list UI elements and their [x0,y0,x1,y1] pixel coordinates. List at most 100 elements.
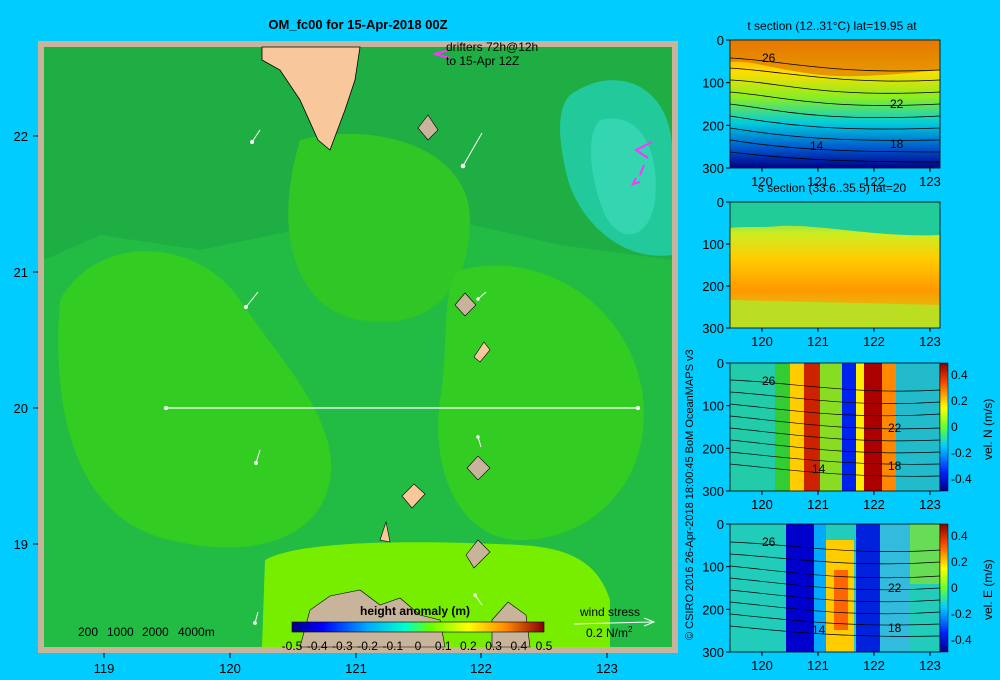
vel-colorbar-tick: 0 [951,420,958,434]
contour-label: 18 [890,137,904,151]
salinity-fresh-top [730,202,940,236]
contour-label: 18 [888,621,902,635]
vel-colorbar-tick: 0.4 [951,368,968,382]
panel-vel-north: 26 22 14 18 [729,362,949,492]
panel-depth-tick: 200 [702,602,724,617]
drifter-tracks [433,49,653,186]
land-taiwan [261,46,361,151]
land-luzon [299,589,446,648]
wind-stress-label: wind stress [579,605,640,619]
panel-frame [729,39,941,169]
panel-depth-tick: 300 [702,645,724,660]
vel-north-band [730,363,775,491]
vel-east-band [856,524,880,652]
vel-east-colorbar [939,523,949,653]
contour-label: 14 [812,462,826,476]
contour-label: 18 [888,459,902,473]
panel-lon-tick: 120 [751,174,773,189]
vel-colorbar-tick: 0.4 [951,529,968,543]
panel-lon-tick: 122 [863,658,885,673]
vel-north-band [842,363,856,491]
panel-vel-east: 26 22 14 18 [729,523,949,653]
panel-t-title: t section (12..31°C) lat=19.95 at [747,19,917,33]
vel-north-band [896,363,940,491]
vel-north-band [820,363,842,491]
panel-frame [729,201,941,329]
vel-colorbar-tick: -0.4 [951,633,972,647]
bathy-contour-2000: 2000 [142,625,169,639]
colorbar-tick: -0.1 [382,639,403,653]
colorbar-tick: 0.4 [510,639,527,653]
colorbar-tick: -0.5 [282,639,303,653]
salinity-deep [730,300,940,328]
vel-north-band [790,363,804,491]
section-panels: t section (12..31°C) lat=19.95 at s sect… [729,19,995,653]
vel-east-band [786,524,814,652]
colorbar-tick: 0.5 [536,639,553,653]
panel-lon-tick: 120 [751,658,773,673]
contour-label: 26 [762,535,776,549]
panel-depth-tick: 0 [717,356,724,371]
panel-axis-ticks: 0 100 200 300 120 121 122 123 0 100 200 300 120 121 12… [702,33,972,673]
vel-north-band [804,363,820,491]
panel-lon-tick: 121 [807,497,829,512]
panel-depth-tick: 0 [717,517,724,532]
panel-lon-tick: 120 [751,497,773,512]
vel-colorbar-tick: 0.2 [951,394,968,408]
panel-lon-tick: 123 [919,658,941,673]
island [401,483,426,509]
panel-depth-tick: 300 [702,321,724,336]
bathy-contour-200: 200 [78,625,98,639]
colorbar-tick: -0.4 [307,639,328,653]
section-end [636,406,640,410]
map-lon-tick: 119 [94,661,115,676]
credit-text: © CSIRO 2016 26-Apr-2018 18:00:45 BoM Oc… [684,349,696,640]
island [473,341,491,363]
panel-depth-tick: 0 [717,33,724,48]
colorbar-tick: -0.2 [357,639,378,653]
island [454,292,477,317]
map-lon-tick: 123 [596,661,618,676]
section-start [164,406,168,410]
vel-east-colorbar-label: vel. E (m/s) [981,559,995,620]
panel-depth-tick: 300 [702,484,724,499]
wind-stress-legend: wind stress 0.2 N/m2 [573,605,656,640]
panel-salinity [729,201,941,329]
map-title: OM_fc00 for 15-Apr-2018 00Z [268,17,447,32]
panel-lon-tick: 121 [807,174,829,189]
drifters-date-label: to 15-Apr 12Z [446,54,519,68]
vel-east-contours [729,541,941,637]
island [379,520,391,543]
panel-depth-tick: 200 [702,279,724,294]
main-map: drifters 72h@12h to 15-Apr 12Z 200 1000 … [38,40,678,653]
vel-colorbar-tick: -0.4 [951,472,972,486]
map-lat-tick: 22 [14,129,28,144]
panel-depth-tick: 200 [702,118,724,133]
panel-lon-tick: 121 [807,658,829,673]
contour-label: 22 [890,97,904,111]
wind-stress-scale: 0.2 N/m2 [586,625,633,640]
bathy-contour-1000: 1000 [107,625,134,639]
contour-label: 22 [888,421,902,435]
vel-east-band [814,524,826,652]
ocean-blob-west [58,251,332,548]
panel-lon-tick: 121 [807,334,829,349]
colorbar-title: height anomaly (m) [360,604,470,618]
wind-arrows [244,129,487,625]
panel-lon-tick: 122 [863,497,885,512]
map-lat-tick: 21 [14,265,28,280]
map-lon-tick: 121 [345,661,367,676]
bathymetry-legend: 200 1000 2000 4000m [78,625,215,639]
panel-depth-tick: 0 [717,195,724,210]
panel-lon-tick: 122 [863,174,885,189]
colorbar-tick: 0.3 [485,639,502,653]
vel-north-colorbar-label: vel. N (m/s) [981,399,995,460]
ocean-blob-central [288,133,470,322]
map-lat-tick: 19 [14,537,28,552]
colorbar-tick: 0.1 [435,639,452,653]
panel-depth-tick: 100 [702,560,724,575]
ocean-blob-east [438,265,644,540]
panel-depth-tick: 300 [702,161,724,176]
panel-depth-tick: 100 [702,399,724,414]
vel-colorbar-tick: -0.2 [951,607,972,621]
